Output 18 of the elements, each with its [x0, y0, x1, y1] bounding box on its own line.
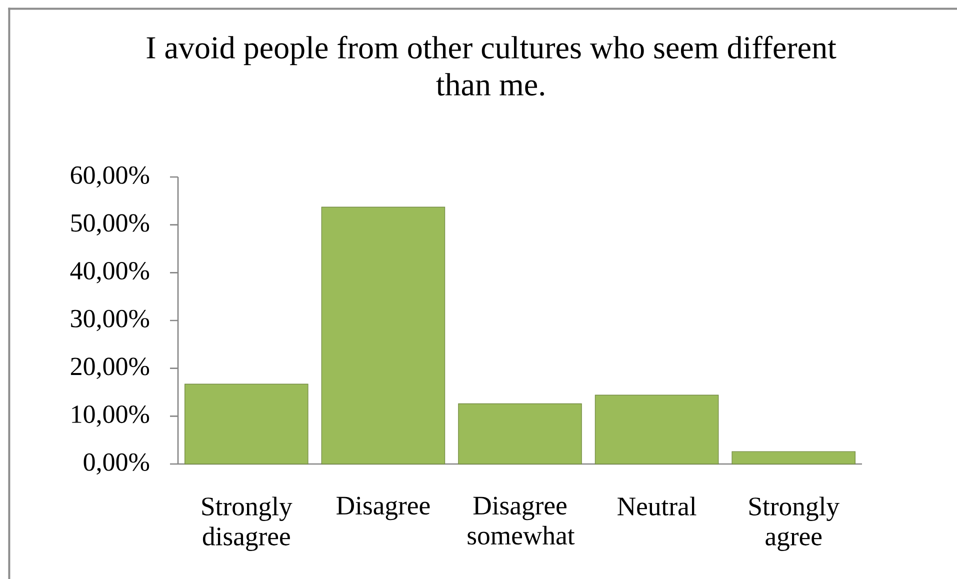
- y-tick-label: 60,00%: [70, 166, 150, 188]
- x-tick-label: Strongly disagree: [202, 496, 292, 551]
- x-tick-label: Neutral: [618, 496, 696, 516]
- x-tick-label: Disagree: [336, 496, 430, 520]
- y-tick-label: 20,00%: [70, 358, 150, 379]
- bar: [321, 206, 446, 464]
- y-tick-label: 10,00%: [72, 406, 150, 427]
- chart-title: I avoid people from other cultures who seem different than me.: [146, 36, 836, 96]
- y-tick-label: 0,00%: [84, 453, 150, 475]
- y-tick-label: 40,00%: [70, 262, 150, 284]
- bar: [732, 451, 856, 464]
- y-tick-label: 30,00%: [71, 310, 150, 332]
- x-tick-label: Strongly agree: [749, 496, 840, 551]
- bar: [594, 394, 719, 464]
- y-tick-label: 50,00%: [71, 214, 150, 236]
- bar: [184, 384, 308, 464]
- bar: [458, 403, 582, 464]
- x-tick-label: Disagree somewhat: [468, 496, 575, 545]
